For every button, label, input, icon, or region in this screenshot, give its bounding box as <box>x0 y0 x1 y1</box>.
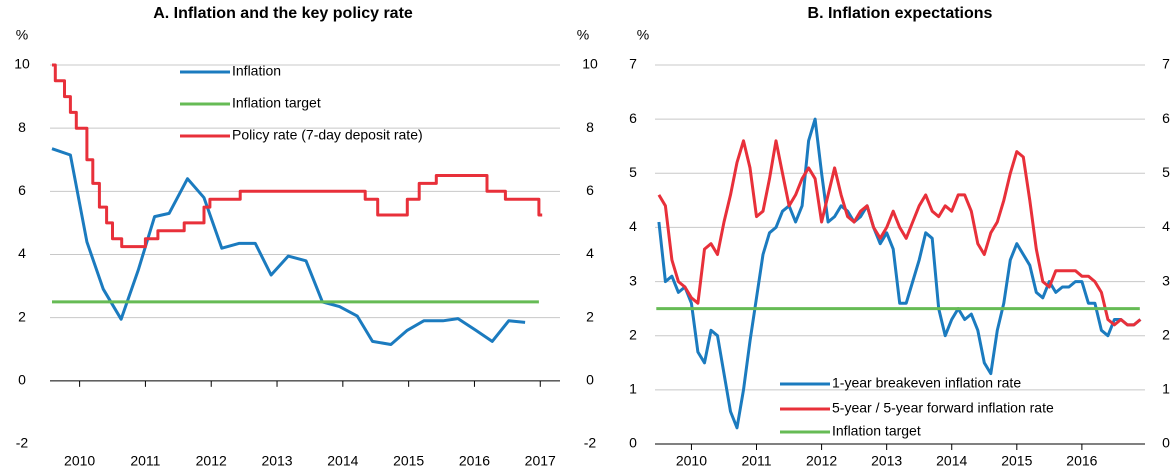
y2-tick-label: 0 <box>1162 435 1170 451</box>
y-tick-label: -2 <box>16 435 29 451</box>
y-tick-label: 6 <box>629 110 637 126</box>
y-tick-label: 3 <box>629 272 637 288</box>
legend-label: Inflation <box>232 63 281 79</box>
chart-title: B. Inflation expectations <box>808 5 993 22</box>
x-tick-label: 2011 <box>741 453 771 469</box>
y-tick-label: 4 <box>629 218 637 234</box>
series-line <box>657 139 1142 327</box>
y2-tick-label: 5 <box>1162 164 1170 180</box>
y2-tick-label: 2 <box>1162 326 1170 342</box>
y-tick-label: 2 <box>629 326 637 342</box>
y-tick-label: 2 <box>18 308 26 324</box>
y2-unit: % <box>577 27 589 43</box>
y2-tick-label: 10 <box>582 56 598 72</box>
x-tick-label: 2013 <box>261 453 292 469</box>
x-tick-label: 2017 <box>525 453 556 469</box>
y-tick-label: 1 <box>629 381 637 397</box>
x-tick-label: 2012 <box>196 453 227 469</box>
x-tick-label: 2012 <box>806 453 837 469</box>
legend-label: Inflation target <box>232 95 321 111</box>
x-tick-label: 2015 <box>1001 453 1032 469</box>
x-tick-label: 2014 <box>327 453 358 469</box>
y2-tick-label: 1 <box>1162 381 1170 397</box>
y2-tick-label: 7 <box>1162 56 1170 72</box>
y-tick-label: 6 <box>18 182 26 198</box>
series-line <box>51 147 526 346</box>
series-line <box>657 117 1142 430</box>
y-unit: % <box>16 27 28 43</box>
y2-tick-label: 0 <box>586 372 594 388</box>
y-unit: % <box>637 27 649 43</box>
y2-tick-label: -2 <box>584 435 597 451</box>
legend-label: Policy rate (7-day deposit rate) <box>232 127 423 143</box>
x-tick-label: 2016 <box>459 453 490 469</box>
series-line <box>52 63 543 249</box>
y2-tick-label: 6 <box>1162 110 1170 126</box>
y-tick-label: 7 <box>629 56 637 72</box>
y-tick-label: 8 <box>18 119 26 135</box>
x-tick-label: 2011 <box>130 453 160 469</box>
y2-tick-label: 6 <box>586 182 594 198</box>
x-tick-label: 2014 <box>936 453 967 469</box>
y2-tick-label: 4 <box>586 245 594 261</box>
y-tick-label: 4 <box>18 245 26 261</box>
y-tick-label: 0 <box>629 435 637 451</box>
x-tick-label: 2016 <box>1066 453 1097 469</box>
legend-label: Inflation target <box>832 423 921 439</box>
x-tick-label: 2010 <box>676 453 707 469</box>
y-tick-label: 5 <box>629 164 637 180</box>
y2-tick-label: 4 <box>1162 218 1170 234</box>
y2-tick-label: 2 <box>586 308 594 324</box>
y2-tick-label: 8 <box>586 119 594 135</box>
chart-title: A. Inflation and the key policy rate <box>153 5 413 22</box>
y-tick-label: 10 <box>14 56 30 72</box>
y-tick-label: 0 <box>18 372 26 388</box>
x-tick-label: 2013 <box>871 453 902 469</box>
x-tick-label: 2010 <box>64 453 95 469</box>
x-tick-label: 2015 <box>393 453 424 469</box>
legend-label: 5-year / 5-year forward inflation rate <box>832 400 1054 416</box>
legend-label: 1-year breakeven inflation rate <box>832 375 1021 391</box>
y2-tick-label: 3 <box>1162 272 1170 288</box>
